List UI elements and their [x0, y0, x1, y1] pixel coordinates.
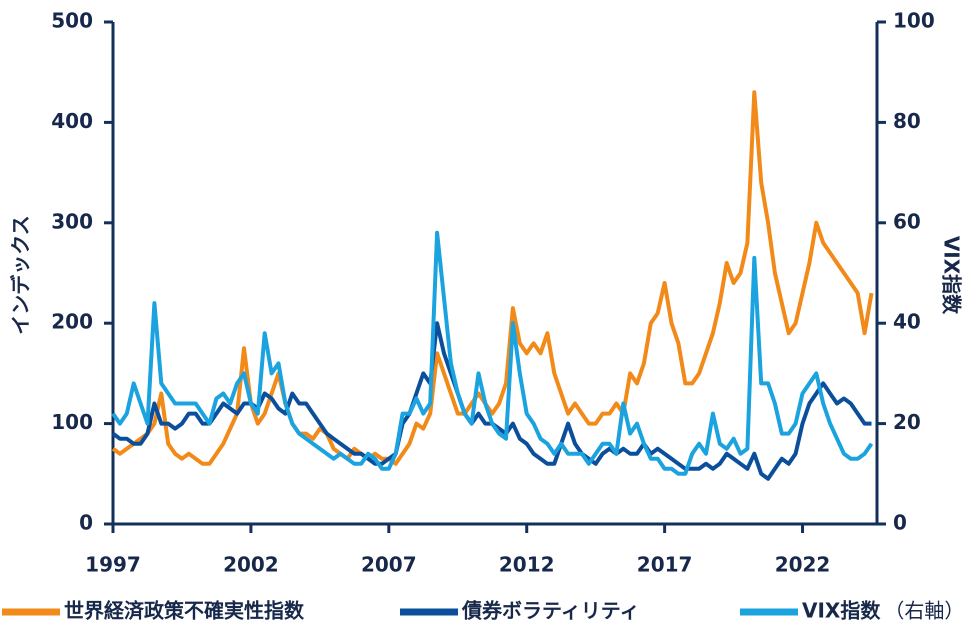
y-axis-label: インデックス: [9, 215, 33, 334]
legend-label: VIX指数: [802, 599, 881, 623]
x-tick-label: 2002: [223, 553, 279, 577]
y2-axis-label: VIX指数: [940, 236, 964, 315]
y-tick-label: 400: [51, 109, 93, 133]
series-line: [111, 90, 874, 466]
x-tick-label: 1997: [85, 553, 141, 577]
legend-label: 債券ボラティリティ: [461, 599, 640, 623]
y2-tick-label: 20: [893, 410, 921, 434]
y-tick-label: 300: [51, 209, 93, 233]
y2-tick-label: 60: [893, 209, 921, 233]
legend-label: 世界経済政策不確実性指数: [64, 599, 305, 623]
x-tick-label: 2007: [361, 553, 417, 577]
y-tick-label: 100: [51, 410, 93, 434]
x-tick-label: 2022: [775, 553, 831, 577]
x-tick-label: 2012: [499, 553, 555, 577]
y2-tick-label: 80: [893, 109, 921, 133]
y-tick-label: 500: [51, 9, 93, 33]
y-tick-label: 0: [79, 511, 93, 535]
y2-tick-label: 40: [893, 310, 921, 334]
x-tick-label: 2017: [637, 553, 693, 577]
legend-note: （右軸）: [884, 599, 964, 623]
series-line: [111, 230, 874, 476]
y-tick-label: 200: [51, 310, 93, 334]
y2-tick-label: 100: [893, 9, 935, 33]
y2-tick-label: 0: [893, 511, 907, 535]
